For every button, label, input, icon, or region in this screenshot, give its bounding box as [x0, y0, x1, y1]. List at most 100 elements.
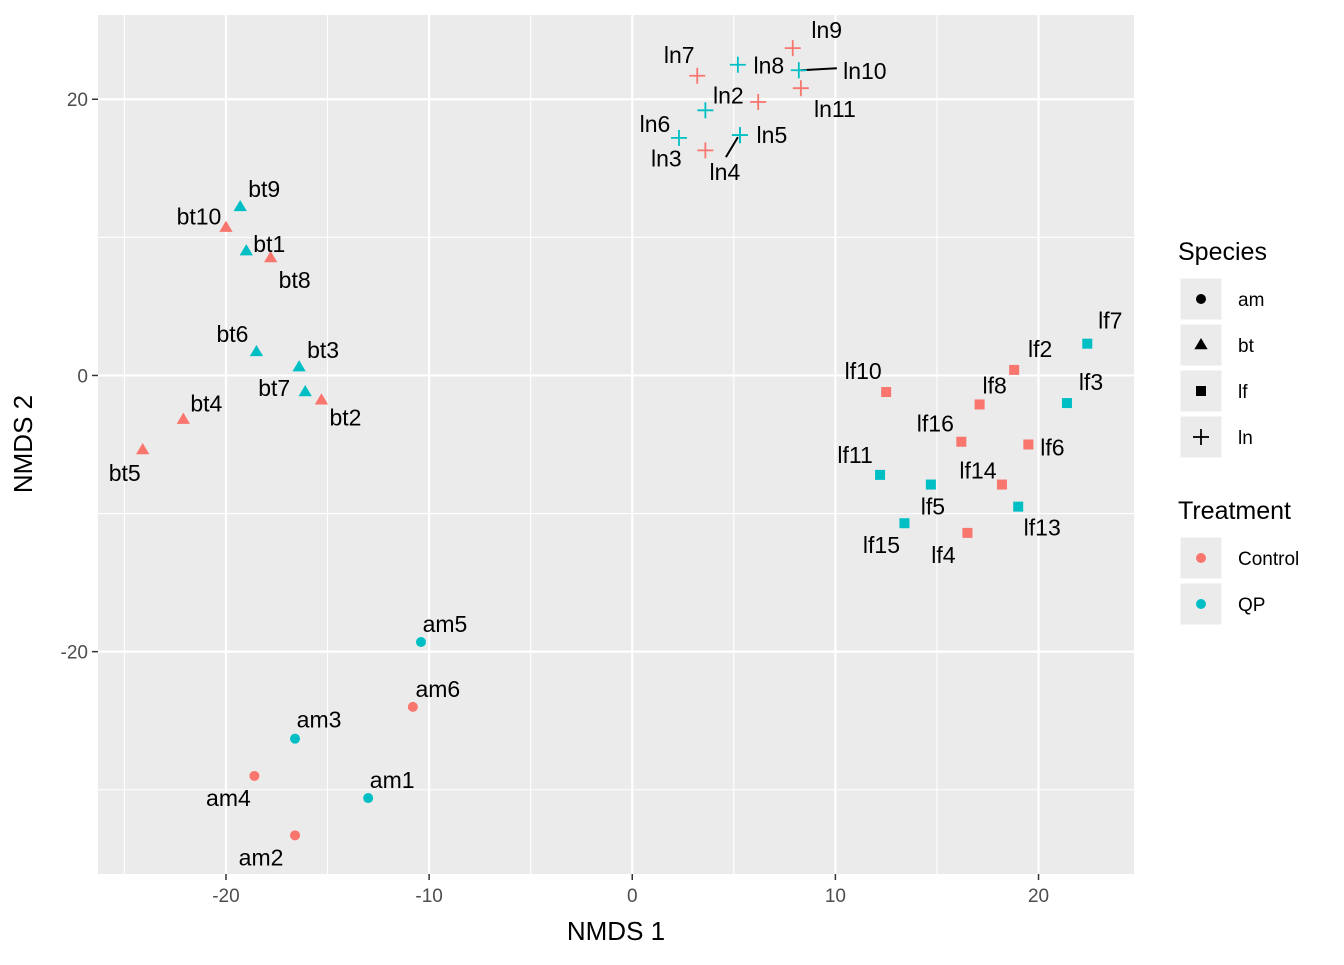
- legend-title-treatment: Treatment: [1178, 497, 1291, 525]
- point-lf13: [1013, 501, 1024, 512]
- point-am5: [415, 636, 426, 647]
- point-lf7: [1082, 338, 1093, 349]
- point-ln5: [731, 127, 748, 144]
- point-label-bt9: bt9: [248, 176, 280, 202]
- x-axis: -20 -10 0 10 20: [212, 874, 1049, 907]
- y-tick-label: -20: [61, 643, 88, 664]
- legend-label-lf: lf: [1238, 382, 1248, 403]
- point-label-am3: am3: [297, 707, 342, 733]
- points-layer: [136, 40, 1093, 841]
- point-label-bt10: bt10: [177, 204, 222, 230]
- point-label-bt2: bt2: [329, 404, 361, 430]
- point-label-am6: am6: [415, 676, 460, 702]
- point-am6: [407, 701, 418, 712]
- point-lf10: [881, 387, 892, 398]
- point-label-am2: am2: [239, 844, 284, 870]
- legend-label-QP: QP: [1238, 595, 1265, 616]
- point-am2: [290, 830, 301, 841]
- point-label-bt4: bt4: [190, 391, 222, 417]
- grid-minor: [98, 15, 1134, 874]
- y-tick-label: 0: [77, 366, 88, 387]
- point-label-ln9: ln9: [811, 17, 842, 43]
- point-bt5: [136, 443, 150, 455]
- point-label-lf8: lf8: [982, 372, 1006, 398]
- point-lf3: [1061, 398, 1072, 409]
- y-tick-label: 20: [67, 90, 88, 111]
- point-label-lf14: lf14: [959, 458, 996, 484]
- point-label-ln8: ln8: [754, 53, 785, 79]
- point-label-ln2: ln2: [713, 82, 744, 108]
- point-label-lf7: lf7: [1098, 308, 1122, 334]
- point-label-bt1: bt1: [253, 231, 285, 257]
- point-lf16: [956, 436, 967, 447]
- point-label-bt3: bt3: [307, 337, 339, 363]
- grid-major: [98, 15, 1134, 874]
- legend-symbol-lf: [1196, 386, 1206, 396]
- point-lf4: [962, 527, 973, 538]
- point-ln7: [689, 67, 706, 84]
- legend-label-bt: bt: [1238, 336, 1255, 357]
- point-bt2: [314, 393, 329, 405]
- y-axis: -20 0 20: [61, 90, 98, 664]
- point-lf11: [875, 469, 886, 480]
- point-label-ln10: ln10: [843, 58, 886, 84]
- x-tick-label: 20: [1028, 886, 1049, 907]
- legend-symbol-am: [1196, 294, 1206, 304]
- point-label-bt7: bt7: [258, 375, 290, 401]
- point-lf15: [899, 518, 910, 529]
- point-label-lf2: lf2: [1028, 336, 1052, 362]
- point-label-lf10: lf10: [845, 358, 882, 384]
- point-bt4: [176, 412, 190, 424]
- point-label-ln5: ln5: [757, 122, 788, 148]
- point-label-bt6: bt6: [216, 321, 248, 347]
- y-axis-title: NMDS 2: [8, 395, 38, 493]
- point-bt7: [298, 385, 312, 397]
- point-ln8: [729, 56, 746, 73]
- point-label-lf3: lf3: [1079, 369, 1103, 395]
- point-bt9: [233, 199, 247, 212]
- legend-symbol-ln: [1193, 429, 1209, 445]
- x-tick-label: -20: [212, 886, 239, 907]
- legend-symbol-QP: [1196, 599, 1206, 609]
- point-label-am4: am4: [206, 785, 251, 811]
- x-tick-label: -10: [415, 886, 442, 907]
- point-label-ln6: ln6: [640, 111, 671, 137]
- legend-symbol-bt: [1194, 338, 1208, 350]
- legend-label-am: am: [1238, 290, 1264, 311]
- x-tick-label: 10: [825, 886, 846, 907]
- x-axis-title: NMDS 1: [567, 916, 665, 946]
- point-label-lf5: lf5: [921, 494, 945, 520]
- point-label-bt8: bt8: [279, 267, 311, 293]
- point-label-ln3: ln3: [651, 145, 682, 171]
- point-label-am1: am1: [370, 767, 415, 793]
- point-ln10: [790, 62, 807, 79]
- point-ln3: [697, 142, 714, 159]
- point-label-am5: am5: [423, 611, 468, 637]
- point-bt3: [292, 360, 306, 372]
- point-lf6: [1023, 439, 1034, 450]
- point-label-ln7: ln7: [664, 42, 695, 68]
- point-lf8: [974, 399, 985, 410]
- point-lf14: [996, 479, 1007, 490]
- point-label-lf4: lf4: [931, 542, 956, 568]
- point-bt8: [264, 251, 278, 263]
- plot-panel: [98, 15, 1134, 874]
- point-label-lf6: lf6: [1040, 435, 1064, 461]
- point-lf2: [1009, 364, 1020, 375]
- point-bt10: [219, 220, 233, 232]
- legend: Species am bt lf ln Treatment Control QP: [1178, 238, 1299, 626]
- point-am3: [290, 733, 301, 744]
- leader-ln4: [725, 136, 739, 158]
- legend-label-Control: Control: [1238, 549, 1299, 570]
- point-am4: [249, 770, 260, 781]
- point-am1: [363, 793, 374, 804]
- point-label-lf11: lf11: [837, 442, 872, 468]
- point-label-ln4: ln4: [710, 159, 741, 185]
- point-ln1: [750, 94, 767, 111]
- legend-label-ln: ln: [1238, 428, 1253, 449]
- legend-title-species: Species: [1178, 238, 1267, 266]
- point-lf5: [925, 479, 936, 490]
- point-bt1: [239, 244, 253, 256]
